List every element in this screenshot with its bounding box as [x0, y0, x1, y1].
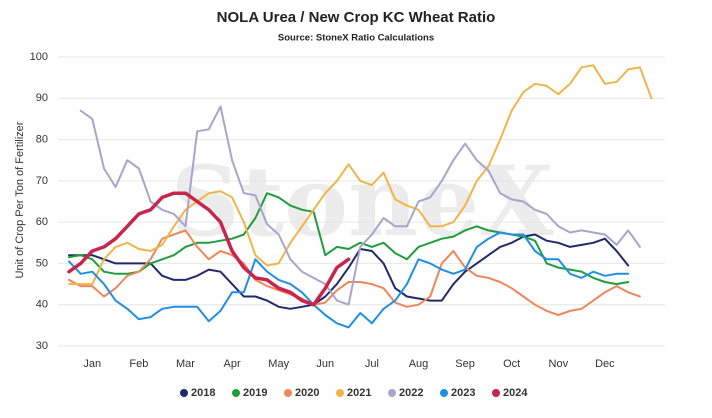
- legend-marker: [232, 389, 240, 397]
- legend-marker: [336, 389, 344, 397]
- x-tick-label: Feb: [129, 358, 148, 370]
- legend-label: 2018: [191, 387, 215, 399]
- x-tick-label: Jul: [365, 358, 379, 370]
- chart-title: NOLA Urea / New Crop KC Wheat Ratio: [217, 9, 496, 26]
- y-tick-label: 100: [30, 51, 48, 63]
- x-tick-label: Jun: [316, 358, 334, 370]
- y-axis-label: Unit of Crop Per Ton of Fertilizer: [14, 121, 26, 278]
- y-tick-label: 80: [36, 133, 48, 145]
- y-tick-label: 90: [36, 92, 48, 104]
- x-tick-label: Aug: [409, 358, 429, 370]
- y-tick-label: 60: [36, 216, 48, 228]
- series-line: [68, 192, 630, 286]
- x-tick-label: Oct: [503, 358, 520, 370]
- x-tick-label: Sep: [455, 358, 475, 370]
- legend-marker: [440, 389, 448, 397]
- series-line: [68, 231, 630, 329]
- series-line: [68, 64, 653, 286]
- legend-marker: [492, 389, 500, 397]
- series-line: [68, 233, 630, 310]
- legend-label: 2021: [347, 387, 371, 399]
- series-line: [79, 105, 641, 306]
- series-line: [68, 229, 641, 316]
- x-tick-label: May: [268, 358, 289, 370]
- legend-label: 2020: [295, 387, 319, 399]
- legend-marker: [388, 389, 396, 397]
- legend-label: 2023: [451, 387, 475, 399]
- y-tick-label: 50: [36, 257, 48, 269]
- x-tick-label: Mar: [176, 358, 195, 370]
- legend-label: 2022: [399, 387, 423, 399]
- legend-marker: [284, 389, 292, 397]
- y-tick-label: 70: [36, 175, 48, 187]
- x-tick-label: Jan: [83, 358, 101, 370]
- series-line: [67, 191, 351, 307]
- legend-label: 2024: [503, 387, 528, 399]
- y-tick-label: 40: [36, 299, 48, 311]
- legend-label: 2019: [243, 387, 267, 399]
- x-tick-label: Nov: [549, 358, 569, 370]
- chart-subtitle: Source: StoneX Ratio Calculations: [278, 33, 434, 44]
- x-tick-label: Dec: [595, 358, 615, 370]
- x-tick-label: Apr: [224, 358, 241, 370]
- legend-marker: [180, 389, 188, 397]
- y-tick-label: 30: [36, 340, 48, 352]
